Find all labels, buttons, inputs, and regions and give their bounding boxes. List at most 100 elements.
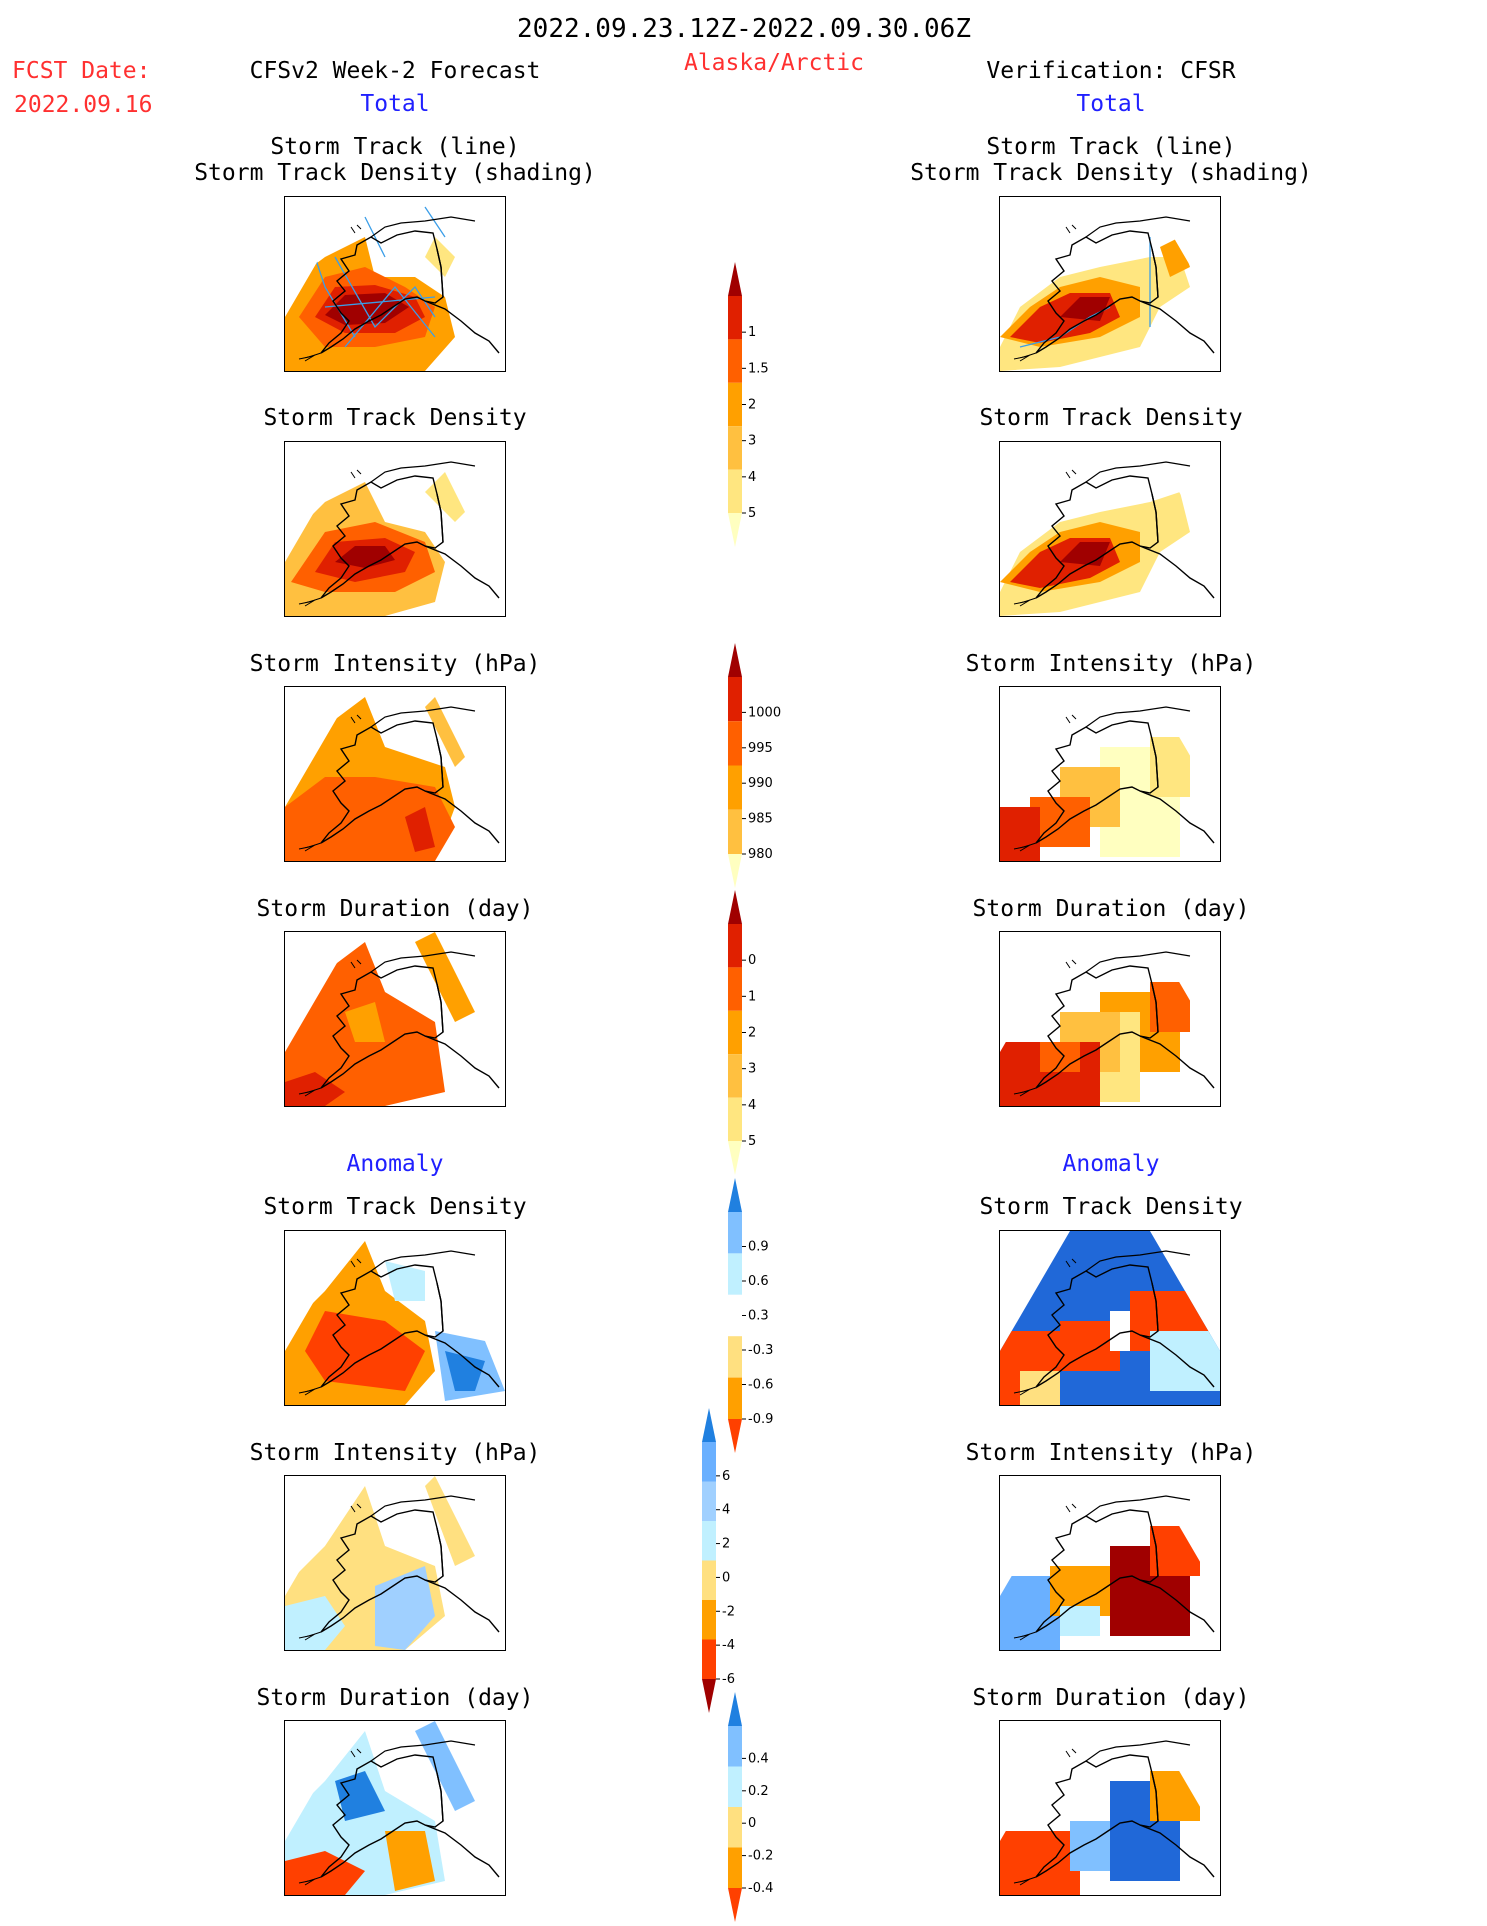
left-title-intensity: Storm Intensity (hPa) (249, 651, 541, 677)
colorbar-top-triangle (728, 890, 742, 924)
map-cfsr-intensity (999, 686, 1221, 862)
colorbar-segment (702, 1639, 716, 1679)
period-title: 2022.09.23.12Z-2022.09.30.06Z (517, 14, 971, 44)
left-title-duration: Storm Duration (day) (256, 896, 534, 922)
left-title-track-line: Storm Track (line) (270, 134, 520, 160)
colorbar-tick-label: 1 (748, 989, 756, 1004)
colorbar-bottom-triangle (702, 1679, 716, 1713)
colorbar-tick-label: 2 (722, 1537, 730, 1552)
colorbar-segment (728, 1807, 742, 1848)
colorbar-anom-duration: 0.4 0.2 0 -0.2 -0.4 (726, 1692, 786, 1926)
colorbar-tick-label: 6 (722, 1469, 730, 1484)
left-title-density: Storm Track Density (263, 405, 527, 431)
colorbar-segment (728, 296, 742, 340)
colorbar-segment (728, 1377, 742, 1419)
colorbar-top-triangle (728, 1692, 742, 1726)
right-title-anom-intensity: Storm Intensity (hPa) (965, 1440, 1257, 1466)
colorbar-tick-label: -2 (722, 1604, 735, 1619)
colorbar-segment (728, 721, 742, 766)
colorbar-tick-label: 4 (722, 1503, 730, 1518)
colorbar-tick-label: -6 (722, 1672, 735, 1687)
colorbar-tick-label: 2 (748, 398, 756, 413)
left-title-anom-intensity: Storm Intensity (hPa) (249, 1440, 541, 1466)
left-anomaly-label: Anomaly (346, 1151, 444, 1177)
colorbar-tick-label: 990 (748, 776, 773, 791)
colorbar-segment (702, 1521, 716, 1561)
right-title-density: Storm Track Density (979, 405, 1243, 431)
colorbar-segment (728, 765, 742, 810)
colorbar-segment (728, 469, 742, 513)
colorbar-tick-label: 4 (748, 1098, 756, 1113)
colorbar-segment (728, 1294, 742, 1337)
colorbar-tick-label: 5 (748, 1134, 756, 1149)
colorbar-tick-label: -0.9 (748, 1412, 773, 1427)
left-title-track-shading: Storm Track Density (shading) (194, 160, 596, 186)
colorbar-tick-label: -0.2 (748, 1849, 773, 1864)
colorbar-segment (728, 677, 742, 722)
colorbar-segment (728, 809, 742, 854)
colorbar-tick-label: 1.5 (748, 361, 769, 376)
colorbar-segment (728, 1336, 742, 1378)
map-cfsr-duration (999, 931, 1221, 1107)
colorbar-segment (728, 924, 742, 968)
colorbar-segment (728, 339, 742, 383)
colorbar-segment (728, 1766, 742, 1807)
right-title-duration: Storm Duration (day) (972, 896, 1250, 922)
right-total-label: Total (1076, 91, 1146, 117)
colorbar-tick-label: 0.6 (748, 1274, 769, 1289)
colorbar-tick-label: 980 (748, 847, 773, 862)
colorbar-segment (728, 1010, 742, 1055)
right-title-track-line: Storm Track (line) (986, 134, 1236, 160)
left-total-label: Total (360, 91, 430, 117)
colorbar-segment (728, 382, 742, 427)
colorbar-bottom-triangle (728, 1888, 742, 1922)
colorbar-bottom-triangle (728, 513, 742, 547)
map-cfsr-anom-duration (999, 1720, 1221, 1896)
colorbar-segment (702, 1560, 716, 1600)
colorbar-duration: 0 1 2 3 4 5 (726, 890, 786, 1179)
map-forecast-anom-duration (284, 1720, 506, 1896)
colorbar-tick-label: 1 (748, 325, 756, 340)
fcst-date-label: FCST Date: (12, 58, 151, 84)
colorbar-tick-label: 0.9 (748, 1240, 769, 1255)
colorbar-tick-label: 0.2 (748, 1784, 769, 1799)
colorbar-segment (728, 426, 742, 470)
colorbar-anom-density: 0.9 0.6 0.3 -0.3 -0.6 -0.9 (726, 1178, 786, 1457)
map-cfsr-anom-intensity (999, 1475, 1221, 1651)
colorbar-segment (728, 1847, 742, 1888)
colorbar-intensity: 1000 995 990 985 980 (726, 643, 786, 892)
right-column-title: Verification: CFSR (986, 58, 1236, 84)
colorbar-top-triangle (702, 1408, 716, 1442)
colorbar-tick-label: 5 (748, 506, 756, 521)
left-title-anom-density: Storm Track Density (263, 1194, 527, 1220)
colorbar-tick-label: 3 (748, 1062, 756, 1077)
right-title-track-shading: Storm Track Density (shading) (910, 160, 1312, 186)
colorbar-segment (702, 1481, 716, 1521)
colorbar-tick-label: -0.4 (748, 1881, 773, 1896)
map-forecast-duration (284, 931, 506, 1107)
colorbar-tick-label: -0.3 (748, 1343, 773, 1358)
map-forecast-density (284, 441, 506, 617)
colorbar-top-triangle (728, 262, 742, 296)
colorbar-tick-label: -4 (722, 1638, 735, 1653)
colorbar-segment (728, 967, 742, 1011)
colorbar-tick-label: 0 (748, 1816, 756, 1831)
right-anomaly-label: Anomaly (1062, 1151, 1160, 1177)
map-forecast-anom-intensity (284, 1475, 506, 1651)
colorbar-bottom-triangle (728, 854, 742, 888)
colorbar-tick-label: 995 (748, 741, 773, 756)
colorbar-tick-label: 985 (748, 812, 773, 827)
map-cfsr-density (999, 441, 1221, 617)
colorbar-top-triangle (728, 1178, 742, 1212)
colorbar-segment (728, 1054, 742, 1098)
region-title: Alaska/Arctic (683, 50, 865, 76)
colorbar-tick-label: 1000 (748, 705, 781, 720)
colorbar-track-density: 1 1.5 2 3 4 5 (726, 262, 786, 551)
colorbar-tick-label: 0.3 (748, 1309, 769, 1324)
colorbar-top-triangle (728, 643, 742, 677)
right-title-anom-density: Storm Track Density (979, 1194, 1243, 1220)
colorbar-segment (728, 1726, 742, 1767)
colorbar-tick-label: 0.4 (748, 1751, 769, 1766)
colorbar-tick-label: 0 (722, 1570, 730, 1585)
fcst-date-value: 2022.09.16 (14, 92, 153, 118)
